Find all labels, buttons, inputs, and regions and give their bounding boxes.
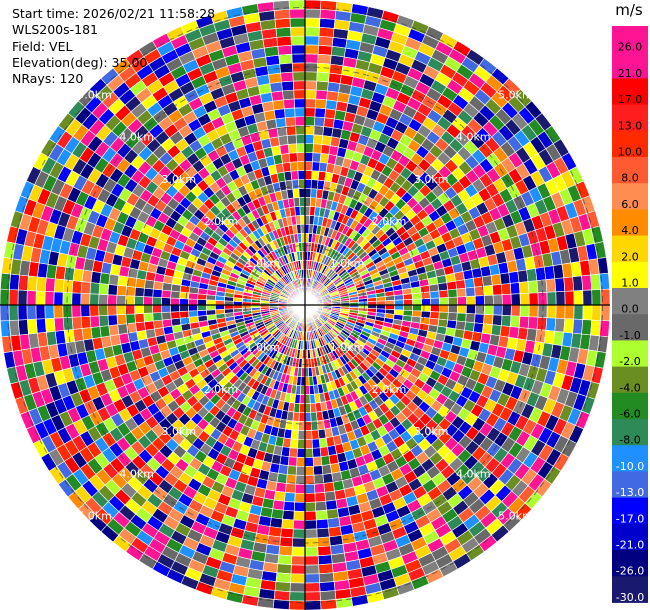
colorbar-tick-label: 10.0 (618, 146, 643, 159)
colorbar-tick-label: 8.0 (621, 172, 639, 185)
start-time-label: Start time: 2026/02/21 11:58:28 (12, 6, 216, 21)
info-panel: Start time: 2026/02/21 11:58:28 WLS200s-… (12, 6, 215, 87)
colorbar-tick-label: -26.0 (616, 565, 644, 578)
colorbar-cells: 26.0 21.0 17.0 13.0 10.0 8.0 6.0 4.0 2.0 1.0 0.0 -1… (612, 26, 648, 604)
colorbar-unit: m/s (615, 1, 643, 19)
colorbar-tick-label: -13.0 (616, 486, 644, 499)
colorbar-tick-label: 13.0 (618, 119, 643, 132)
colorbar-tick-label: -17.0 (616, 512, 644, 525)
colorbar-tick-label: 21.0 (618, 67, 643, 80)
elevation-label: Elevation(deg): 35.00 (12, 54, 148, 70)
colorbar-tick-label: -6.0 (619, 408, 640, 421)
colorbar-tick-label: -4.0 (619, 381, 640, 394)
colorbar-tick-label: -10.0 (616, 460, 644, 473)
colorbar-tick-label: -8.0 (619, 434, 640, 447)
colorbar-tick-label: 17.0 (618, 93, 643, 106)
colorbar-tick-label: -2.0 (619, 355, 640, 368)
colorbar-tick-label: 2.0 (621, 250, 639, 263)
nrays-label: NRays: 120 (12, 71, 84, 87)
colorbar-tick-label: 6.0 (621, 198, 639, 211)
colorbar-tick-label: 1.0 (621, 277, 639, 290)
instrument-label: WLS200s-181 (12, 22, 98, 38)
colorbar-tick-label: 0.0 (621, 303, 639, 316)
colorbar-tick-label: -1.0 (619, 329, 640, 342)
colorbar-tick-label: 4.0 (621, 224, 639, 237)
colorbar-tick-label: -21.0 (616, 539, 644, 552)
velocity-sectors (0, 0, 610, 610)
colorbar-tick-label: -30.0 (616, 591, 644, 604)
field-label: Field: VEL (12, 38, 73, 54)
colorbar-tick-label: 26.0 (618, 41, 643, 54)
